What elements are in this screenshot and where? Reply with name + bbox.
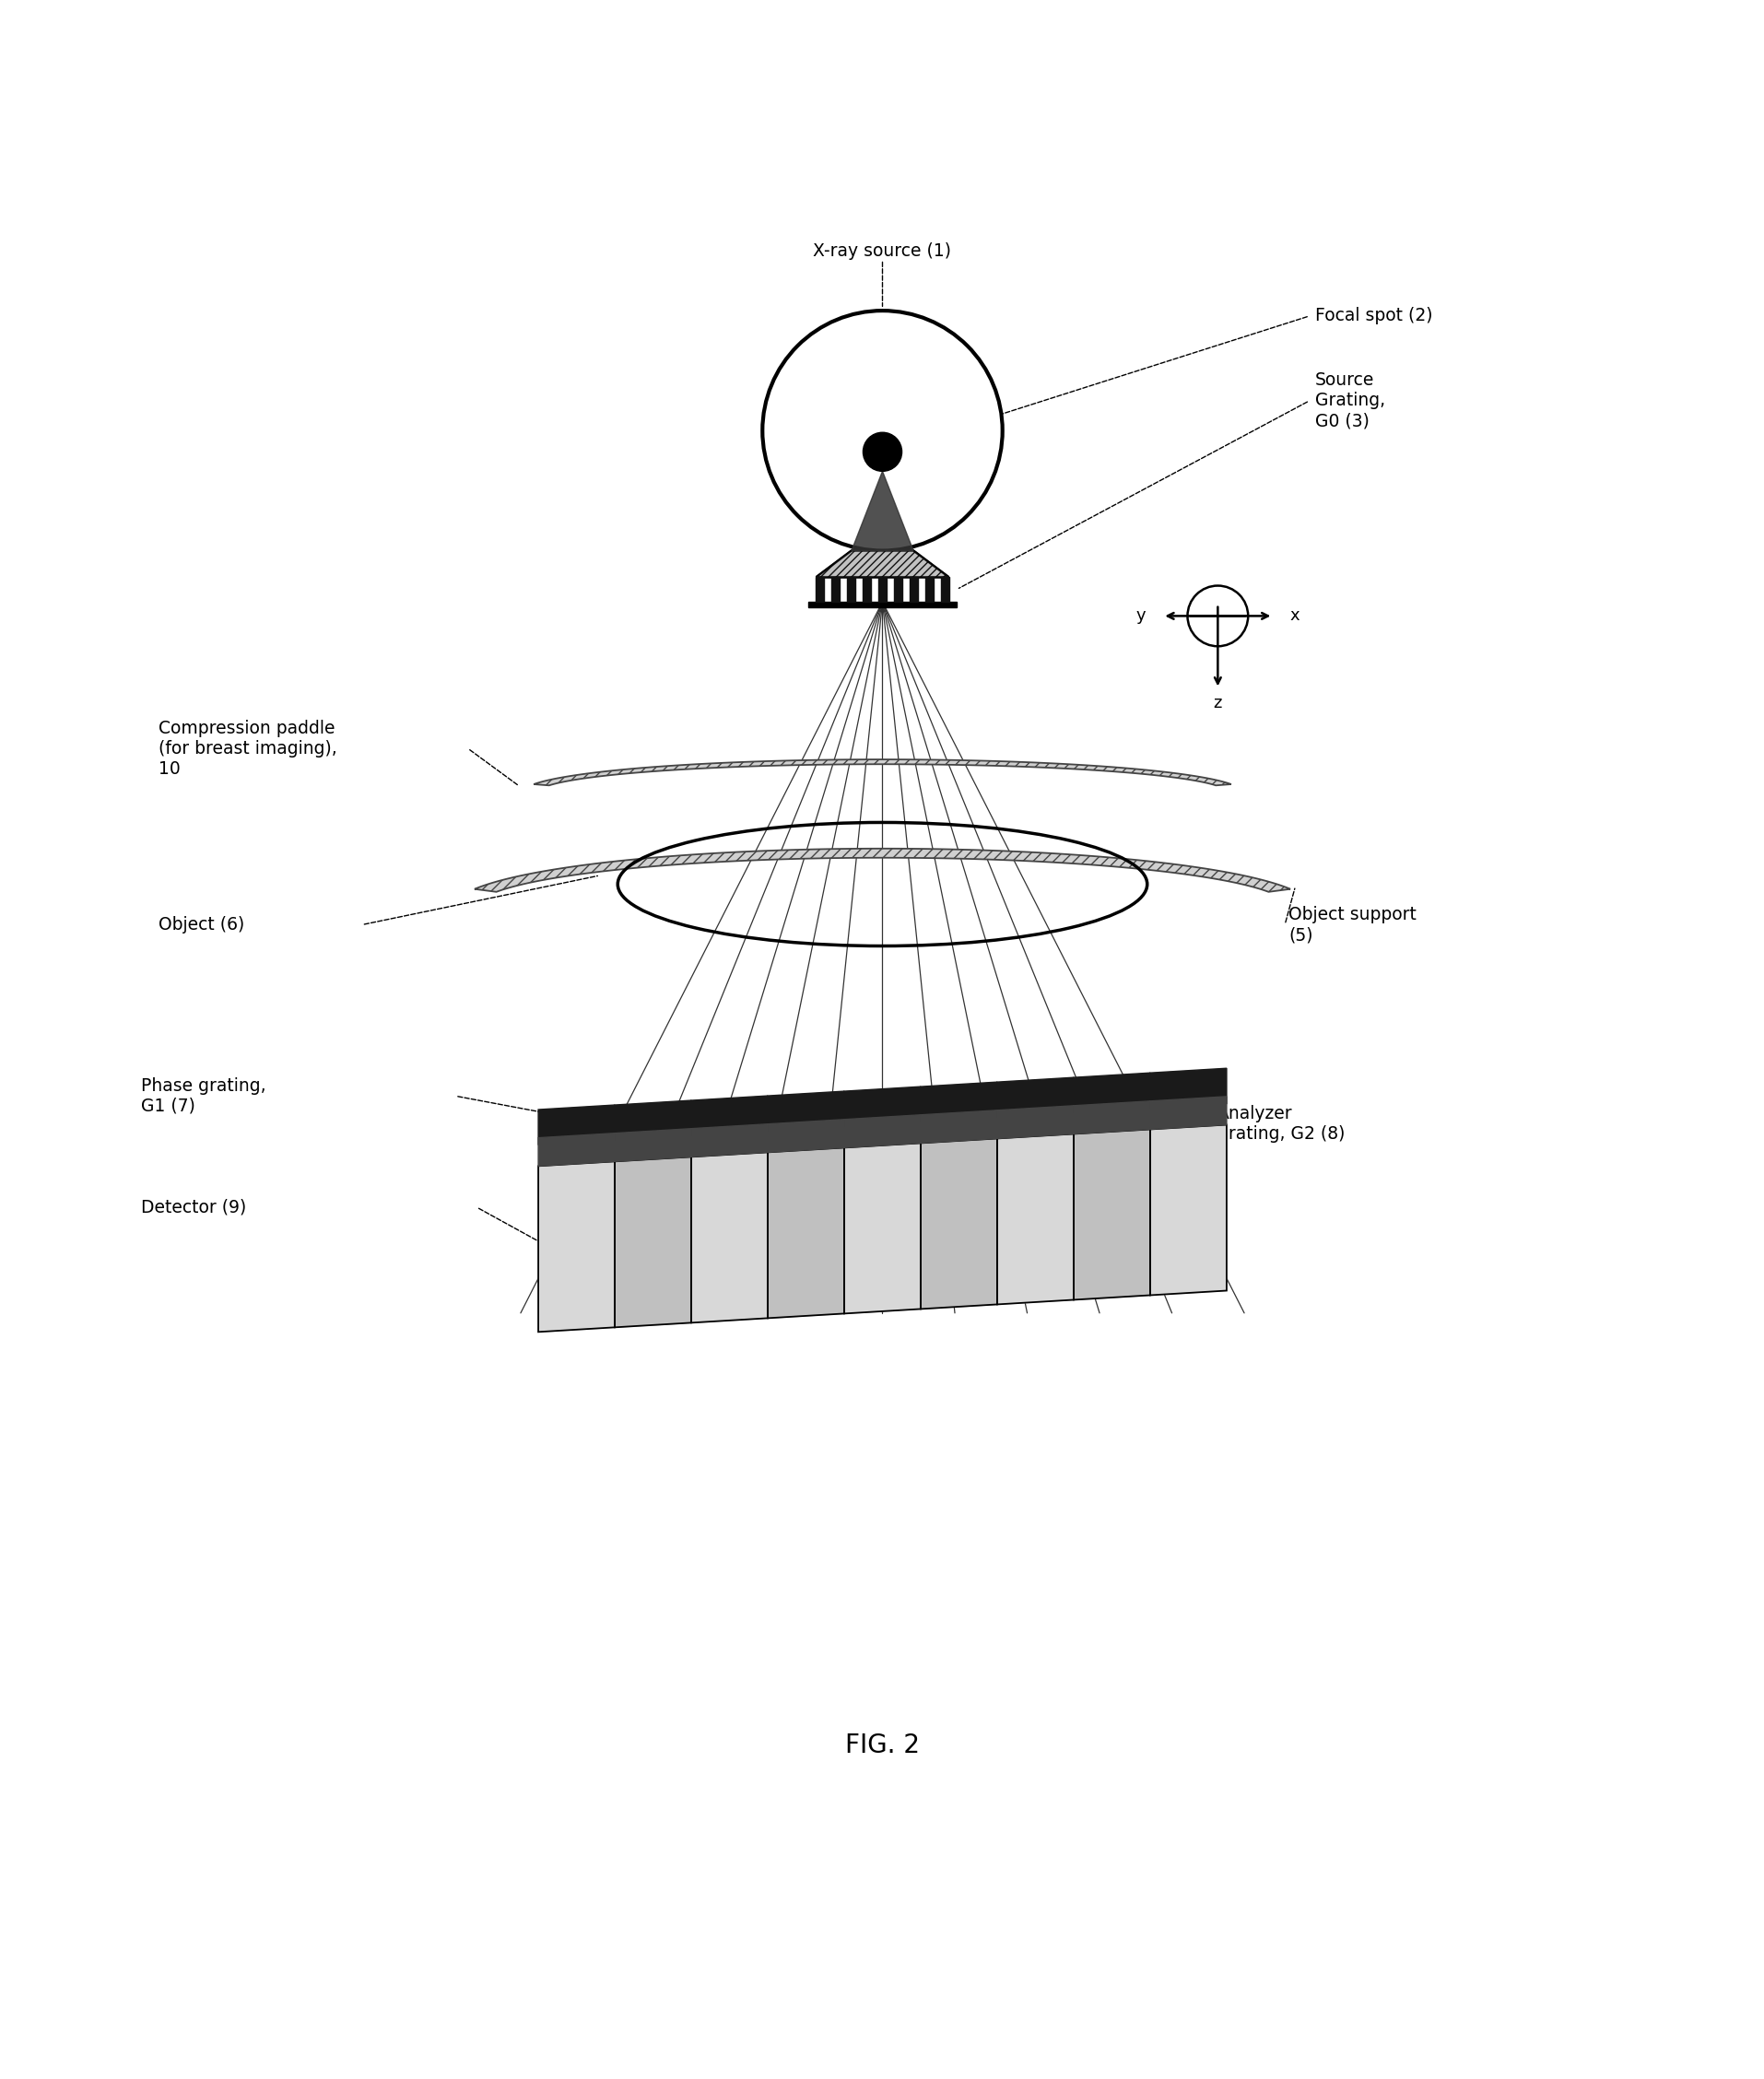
Polygon shape	[815, 551, 949, 578]
Polygon shape	[850, 472, 914, 551]
Polygon shape	[843, 1087, 921, 1127]
Polygon shape	[538, 1162, 614, 1333]
Polygon shape	[997, 1133, 1073, 1304]
Polygon shape	[538, 1133, 614, 1166]
Bar	[878, 578, 887, 601]
Bar	[893, 578, 901, 601]
Polygon shape	[533, 759, 1231, 786]
Bar	[924, 578, 933, 601]
Polygon shape	[997, 1077, 1073, 1116]
Polygon shape	[691, 1125, 767, 1156]
Polygon shape	[921, 1081, 997, 1123]
Polygon shape	[997, 1106, 1073, 1139]
Polygon shape	[614, 1156, 691, 1326]
Polygon shape	[767, 1091, 843, 1131]
Polygon shape	[691, 1152, 767, 1322]
Polygon shape	[691, 1096, 767, 1135]
Text: x: x	[1289, 607, 1300, 624]
Polygon shape	[1150, 1096, 1226, 1129]
Text: Object (6): Object (6)	[159, 917, 245, 933]
Polygon shape	[843, 1143, 921, 1314]
Polygon shape	[614, 1100, 691, 1139]
Polygon shape	[1150, 1069, 1226, 1108]
Text: y: y	[1134, 607, 1145, 624]
Polygon shape	[1073, 1073, 1150, 1112]
Polygon shape	[538, 1104, 614, 1146]
Bar	[908, 578, 917, 601]
Polygon shape	[475, 848, 1289, 892]
Bar	[863, 578, 871, 601]
Polygon shape	[921, 1139, 997, 1310]
Text: Analyzer
grating, G2 (8): Analyzer grating, G2 (8)	[1217, 1106, 1344, 1143]
Polygon shape	[1073, 1102, 1150, 1133]
Text: FIG. 2: FIG. 2	[845, 1732, 919, 1759]
Circle shape	[762, 310, 1002, 551]
Text: Phase grating,
G1 (7): Phase grating, G1 (7)	[141, 1077, 266, 1114]
Polygon shape	[815, 551, 949, 578]
Circle shape	[863, 432, 901, 472]
Text: X-ray source (1): X-ray source (1)	[813, 241, 951, 260]
Text: Compression paddle
(for breast imaging),
10: Compression paddle (for breast imaging),…	[159, 719, 337, 778]
Bar	[831, 578, 840, 601]
Polygon shape	[614, 1129, 691, 1162]
Text: Object support
(5): Object support (5)	[1288, 906, 1416, 944]
Polygon shape	[921, 1110, 997, 1143]
Text: z: z	[1214, 694, 1221, 711]
Polygon shape	[767, 1148, 843, 1318]
Polygon shape	[843, 1114, 921, 1148]
Bar	[815, 578, 824, 601]
Polygon shape	[1150, 1125, 1226, 1295]
Text: Focal spot (2): Focal spot (2)	[1314, 308, 1432, 324]
Polygon shape	[767, 1119, 843, 1152]
Text: Source
Grating,
G0 (3): Source Grating, G0 (3)	[1314, 372, 1385, 430]
Bar	[808, 601, 956, 607]
Bar	[847, 578, 856, 601]
Bar	[940, 578, 949, 601]
Polygon shape	[1073, 1129, 1150, 1299]
Text: Detector (9): Detector (9)	[141, 1198, 247, 1216]
